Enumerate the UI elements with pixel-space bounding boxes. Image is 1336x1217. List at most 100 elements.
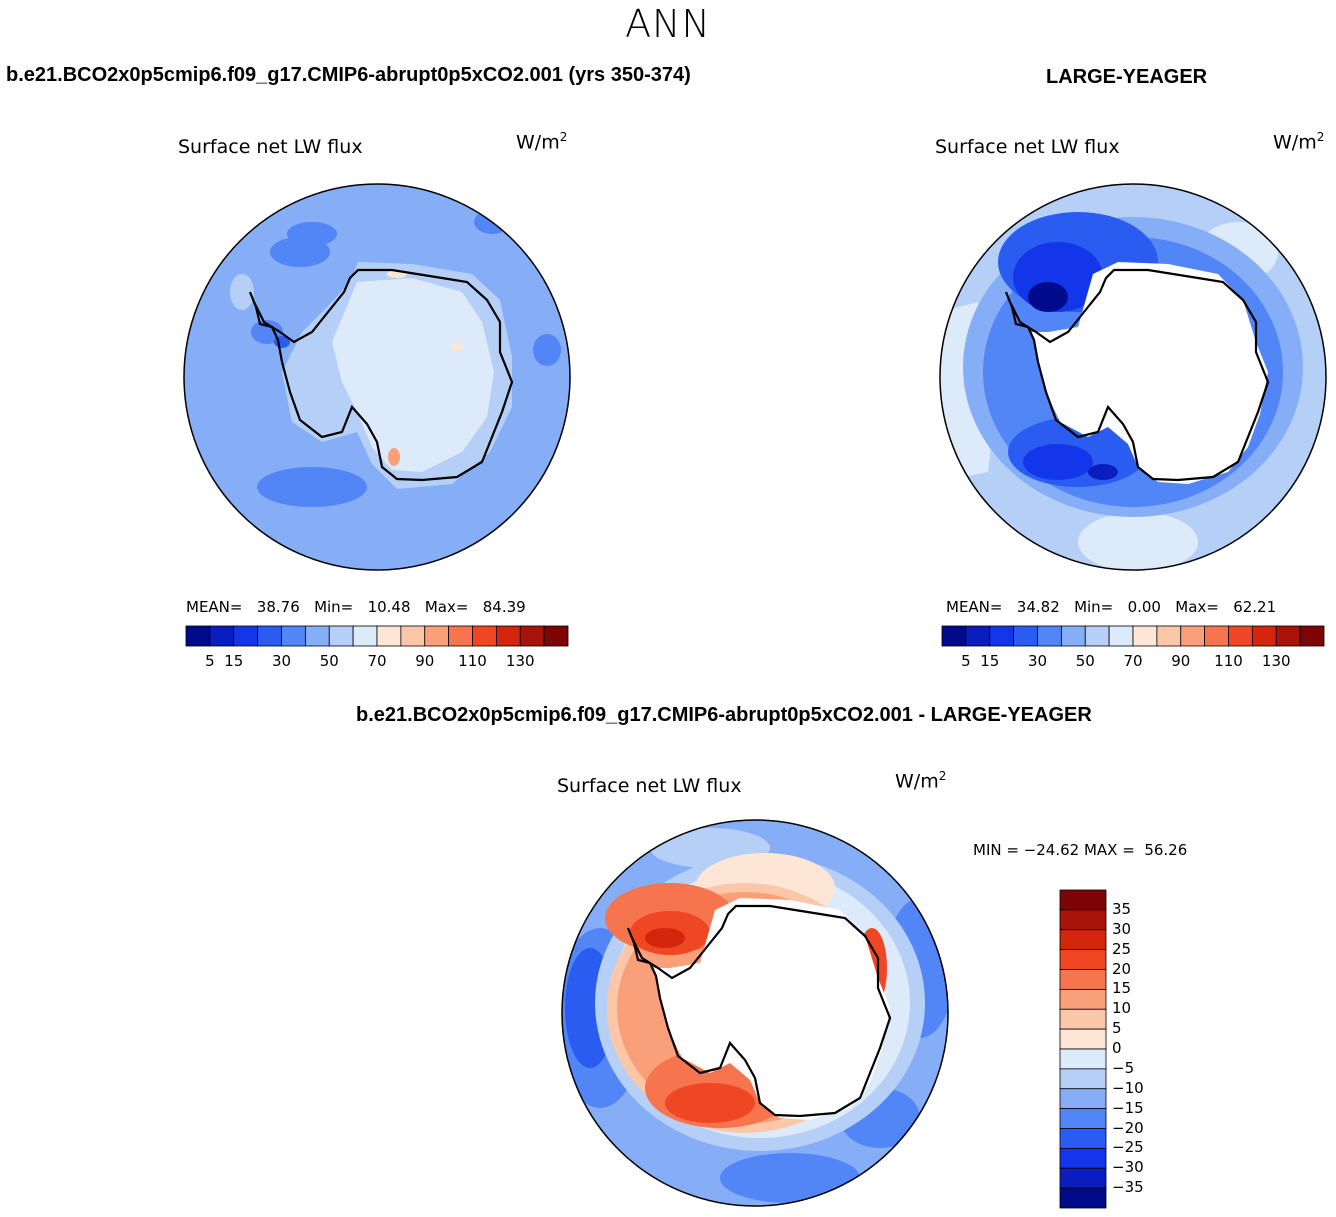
colorbar-swatch (400, 625, 426, 647)
coastline (248, 268, 514, 482)
colorbar-swatch (1059, 1147, 1107, 1169)
colorbar-tick-label: 5 (1112, 1019, 1122, 1038)
masked-land (1032, 262, 1268, 484)
diff-case-title: b.e21.BCO2x0p5cmip6.f09_g17.CMIP6-abrupt… (356, 704, 1092, 726)
colorbar-swatch (1299, 625, 1325, 647)
colorbar-tick-label: 130 (505, 652, 535, 670)
colorbar-swatch (1059, 949, 1107, 970)
colorbar-tick-label: 90 (1171, 652, 1191, 670)
colorbar-swatch (495, 625, 521, 647)
colorbar-swatch (233, 625, 259, 647)
test-stats: MEAN= 38.76 Min= 10.48 Max= 84.39 (186, 598, 526, 616)
colorbar-swatch (1084, 625, 1110, 647)
colorbar-swatch (352, 625, 378, 647)
obs-stats: MEAN= 34.82 Min= 0.00 Max= 62.21 (946, 598, 1277, 616)
colorbar-swatch (209, 625, 235, 647)
colorbar-tick-label: −25 (1112, 1138, 1144, 1157)
diff-units: W/m2 (895, 769, 947, 793)
colorbar-swatch (1059, 1167, 1107, 1189)
diff-colorbar-ticks: 35 30 25 20 15 10 5 0 −5 −10 −15 −20 −25 −30 −35 (1112, 890, 1172, 1208)
colorbar-tick-label: −5 (1112, 1058, 1135, 1077)
colorbar-tick-label: 130 (1261, 652, 1291, 670)
colorbar-tick-label: −35 (1112, 1178, 1144, 1197)
colorbar-tick-label: 30 (1027, 652, 1048, 670)
colorbar-swatch (376, 625, 402, 647)
colorbar-swatch (1059, 909, 1107, 931)
test-variable-label: Surface net LW flux (178, 136, 363, 158)
colorbar-swatch (941, 625, 967, 647)
colorbar-swatch (424, 625, 450, 647)
colorbar-swatch (472, 625, 497, 647)
colorbar-swatch (257, 625, 282, 647)
colorbar-tick-label: 10 (1112, 999, 1132, 1018)
colorbar-tick-label: 15 (224, 652, 244, 670)
colorbar-tick-label: −20 (1112, 1118, 1144, 1137)
colorbar-tick-label: 50 (319, 652, 339, 670)
colorbar-tick-label: 110 (1214, 652, 1243, 670)
colorbar-swatch (1060, 625, 1086, 647)
colorbar-swatch (1228, 625, 1253, 647)
colorbar-swatch (519, 625, 545, 647)
diff-minmax: MIN = −24.62 MAX = 56.26 (973, 841, 1188, 859)
colorbar-tick-label: 15 (980, 652, 1000, 670)
colorbar-swatch (1059, 969, 1107, 990)
colorbar-swatch (1059, 1088, 1107, 1110)
colorbar-tick-label: 25 (1112, 939, 1132, 958)
colorbar-swatch (1059, 1028, 1107, 1050)
test-case-title: b.e21.BCO2x0p5cmip6.f09_g17.CMIP6-abrupt… (6, 64, 691, 86)
colorbar-swatch (1059, 929, 1107, 951)
colorbar-tick-label: −10 (1112, 1078, 1144, 1097)
colorbar-swatch (1059, 1008, 1107, 1030)
colorbar-tick-label: 15 (1112, 979, 1132, 998)
colorbar-swatch (1059, 1108, 1107, 1129)
colorbar-swatch (1059, 988, 1107, 1010)
colorbar-swatch (1059, 1048, 1107, 1070)
test-units: W/m2 (516, 130, 568, 154)
colorbar-tick-label: 70 (1123, 652, 1143, 670)
colorbar-tick-label: 30 (271, 652, 292, 670)
colorbar-swatch (1059, 1187, 1107, 1209)
obs-colorbar-ticks: 5 15 30 50 70 90 110 130 (942, 652, 1324, 672)
colorbar-tick-label: 35 (1112, 899, 1132, 918)
colorbar-swatch (281, 625, 306, 647)
colorbar-swatch (989, 625, 1015, 647)
colorbar-swatch (543, 625, 569, 647)
colorbar-tick-label: 5 (961, 652, 971, 670)
colorbar-swatch (1251, 625, 1277, 647)
colorbar-swatch (1037, 625, 1062, 647)
obs-variable-label: Surface net LW flux (935, 136, 1120, 158)
colorbar-swatch (1156, 625, 1182, 647)
colorbar-tick-label: 30 (1112, 919, 1132, 938)
obs-polar-map (939, 183, 1327, 571)
diff-polar-map (561, 819, 949, 1207)
colorbar-tick-label: 0 (1112, 1039, 1122, 1057)
plot-title: ANN (625, 2, 711, 46)
colorbar-tick-label: 90 (415, 652, 435, 670)
colorbar-tick-label: 50 (1075, 652, 1095, 670)
test-colorbar-ticks: 5 15 30 50 70 90 110 130 (186, 652, 568, 672)
colorbar-swatch (328, 625, 354, 647)
colorbar-tick-label: −30 (1112, 1158, 1144, 1177)
colorbar-tick-label: 5 (205, 652, 215, 670)
colorbar-swatch (1059, 1068, 1107, 1090)
test-colorbar (185, 625, 569, 647)
diff-variable-label: Surface net LW flux (557, 775, 742, 797)
obs-colorbar (941, 625, 1325, 647)
obs-units: W/m2 (1273, 130, 1325, 154)
colorbar-swatch (1059, 1128, 1107, 1149)
colorbar-swatch (1180, 625, 1206, 647)
colorbar-swatch (965, 625, 991, 647)
colorbar-tick-label: −15 (1112, 1098, 1144, 1117)
colorbar-swatch (448, 625, 473, 647)
colorbar-tick-label: 20 (1112, 959, 1132, 978)
diff-colorbar (1059, 889, 1107, 1209)
colorbar-tick-label: 70 (367, 652, 387, 670)
colorbar-swatch (1275, 625, 1301, 647)
obs-case-title: LARGE-YEAGER (1046, 66, 1208, 88)
test-polar-map (183, 183, 571, 571)
colorbar-swatch (1059, 889, 1107, 911)
colorbar-swatch (1132, 625, 1158, 647)
colorbar-swatch (304, 625, 330, 647)
colorbar-swatch (185, 625, 211, 647)
colorbar-swatch (1108, 625, 1134, 647)
